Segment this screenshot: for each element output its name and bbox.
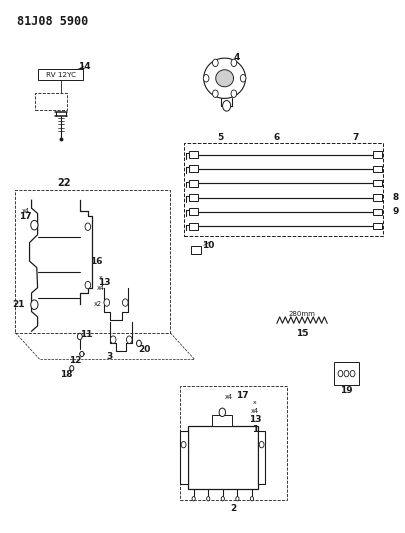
Text: 18: 18 bbox=[60, 370, 73, 379]
Text: 16: 16 bbox=[90, 257, 102, 265]
Text: x: x bbox=[253, 400, 257, 405]
Circle shape bbox=[80, 351, 84, 357]
Bar bbox=[189, 194, 198, 201]
Text: 22: 22 bbox=[57, 178, 70, 188]
Circle shape bbox=[207, 497, 210, 501]
Text: 13: 13 bbox=[249, 415, 261, 424]
Circle shape bbox=[85, 281, 91, 289]
Bar bbox=[180, 386, 287, 500]
Circle shape bbox=[85, 223, 91, 230]
Text: 6: 6 bbox=[274, 133, 280, 142]
Bar bbox=[179, 431, 188, 484]
Bar bbox=[189, 151, 198, 158]
Circle shape bbox=[259, 441, 264, 448]
Text: 2: 2 bbox=[230, 504, 237, 513]
Bar bbox=[38, 69, 83, 80]
Circle shape bbox=[240, 75, 246, 82]
Polygon shape bbox=[216, 70, 233, 87]
Text: 4: 4 bbox=[234, 53, 240, 62]
Circle shape bbox=[338, 370, 343, 377]
Circle shape bbox=[213, 59, 218, 67]
Circle shape bbox=[223, 101, 231, 111]
Bar bbox=[15, 190, 171, 333]
Circle shape bbox=[236, 497, 239, 501]
Bar bbox=[335, 362, 358, 385]
Bar bbox=[191, 246, 201, 254]
Circle shape bbox=[192, 497, 195, 501]
Circle shape bbox=[219, 408, 226, 417]
Text: 17: 17 bbox=[237, 391, 249, 400]
Circle shape bbox=[126, 336, 132, 343]
Circle shape bbox=[221, 497, 224, 501]
Bar bbox=[373, 209, 382, 215]
Circle shape bbox=[203, 75, 209, 82]
Text: 15: 15 bbox=[296, 329, 308, 338]
Text: RV 12YC: RV 12YC bbox=[46, 71, 76, 78]
Bar bbox=[373, 195, 382, 201]
Text: 9: 9 bbox=[392, 207, 399, 216]
Bar bbox=[373, 166, 382, 172]
Circle shape bbox=[111, 336, 116, 343]
Text: 11: 11 bbox=[80, 330, 92, 339]
Circle shape bbox=[231, 90, 237, 98]
Bar bbox=[189, 208, 198, 215]
Bar bbox=[212, 415, 232, 425]
Circle shape bbox=[344, 370, 349, 377]
Bar bbox=[373, 151, 382, 158]
Text: 5: 5 bbox=[217, 133, 224, 142]
Text: 12: 12 bbox=[69, 357, 81, 366]
Text: 7: 7 bbox=[352, 133, 358, 142]
Circle shape bbox=[77, 333, 82, 340]
Bar bbox=[188, 425, 258, 489]
Bar bbox=[258, 431, 265, 484]
Text: 20: 20 bbox=[138, 345, 150, 354]
Text: x4: x4 bbox=[225, 394, 233, 400]
Circle shape bbox=[122, 299, 128, 306]
Bar bbox=[373, 223, 382, 229]
Circle shape bbox=[31, 220, 38, 230]
Text: x4: x4 bbox=[97, 285, 105, 290]
Bar bbox=[373, 180, 382, 187]
Text: 280mm: 280mm bbox=[289, 311, 315, 317]
Circle shape bbox=[136, 340, 141, 346]
Text: 14: 14 bbox=[77, 62, 90, 71]
Text: 3: 3 bbox=[107, 352, 113, 361]
Circle shape bbox=[231, 59, 237, 67]
Circle shape bbox=[350, 370, 355, 377]
Text: x4: x4 bbox=[21, 208, 30, 214]
Circle shape bbox=[104, 299, 110, 306]
Bar bbox=[189, 165, 198, 172]
Circle shape bbox=[250, 497, 254, 501]
Text: x2: x2 bbox=[94, 301, 102, 306]
Circle shape bbox=[70, 366, 74, 371]
Text: 81J08 5900: 81J08 5900 bbox=[17, 14, 89, 28]
Text: 8: 8 bbox=[392, 193, 399, 202]
Bar bbox=[184, 143, 384, 236]
Bar bbox=[189, 180, 198, 187]
Text: 17: 17 bbox=[19, 212, 32, 221]
Text: 13: 13 bbox=[98, 278, 111, 287]
Text: x4: x4 bbox=[251, 408, 259, 414]
Circle shape bbox=[213, 90, 218, 98]
Bar bbox=[35, 93, 67, 110]
Circle shape bbox=[31, 300, 38, 310]
Polygon shape bbox=[204, 58, 245, 99]
Text: 21: 21 bbox=[12, 300, 25, 309]
Text: x: x bbox=[99, 274, 103, 280]
Text: 10: 10 bbox=[202, 241, 215, 250]
Bar bbox=[189, 223, 198, 230]
Text: 19: 19 bbox=[340, 386, 353, 395]
Text: 1: 1 bbox=[252, 425, 258, 434]
Circle shape bbox=[181, 441, 186, 448]
